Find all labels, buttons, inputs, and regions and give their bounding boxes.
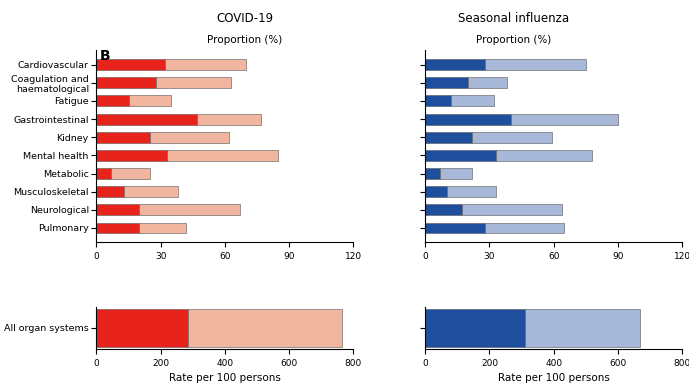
Bar	[425, 150, 496, 161]
Bar	[96, 204, 139, 215]
Bar	[511, 114, 618, 125]
Text: Proportion (%): Proportion (%)	[207, 35, 282, 45]
Bar	[462, 204, 562, 215]
X-axis label: Rate per 100 persons: Rate per 100 persons	[497, 374, 610, 383]
Bar	[96, 95, 129, 106]
Bar	[139, 223, 186, 234]
Bar	[156, 77, 232, 88]
Bar	[485, 59, 586, 70]
Text: Seasonal influenza: Seasonal influenza	[457, 12, 569, 25]
Bar	[96, 59, 165, 70]
Bar	[129, 95, 172, 106]
Bar	[96, 114, 197, 125]
Bar	[440, 168, 473, 179]
Text: B: B	[100, 48, 110, 62]
Bar	[425, 186, 446, 197]
Bar	[425, 59, 485, 70]
Bar	[150, 132, 229, 143]
Bar	[446, 186, 496, 197]
Bar	[96, 223, 139, 234]
Bar	[425, 132, 473, 143]
Bar	[96, 168, 112, 179]
Bar	[425, 204, 462, 215]
Bar	[425, 308, 525, 347]
Bar	[525, 308, 640, 347]
Bar	[197, 114, 261, 125]
Text: COVID-19: COVID-19	[216, 12, 273, 25]
Bar	[188, 308, 342, 347]
Bar	[473, 132, 551, 143]
Bar	[112, 168, 150, 179]
Bar	[139, 204, 240, 215]
Bar	[96, 132, 150, 143]
Bar	[425, 77, 468, 88]
X-axis label: Rate per 100 persons: Rate per 100 persons	[169, 374, 281, 383]
Bar	[165, 59, 246, 70]
Bar	[96, 77, 156, 88]
Bar	[425, 223, 485, 234]
Bar	[451, 95, 494, 106]
Bar	[167, 150, 278, 161]
Bar	[496, 150, 593, 161]
Bar	[124, 186, 178, 197]
Bar	[96, 186, 124, 197]
Bar	[425, 168, 440, 179]
Text: Proportion (%): Proportion (%)	[475, 35, 551, 45]
Bar	[96, 308, 188, 347]
Bar	[425, 95, 451, 106]
Bar	[485, 223, 564, 234]
Bar	[425, 114, 511, 125]
Bar	[468, 77, 506, 88]
Bar	[96, 150, 167, 161]
